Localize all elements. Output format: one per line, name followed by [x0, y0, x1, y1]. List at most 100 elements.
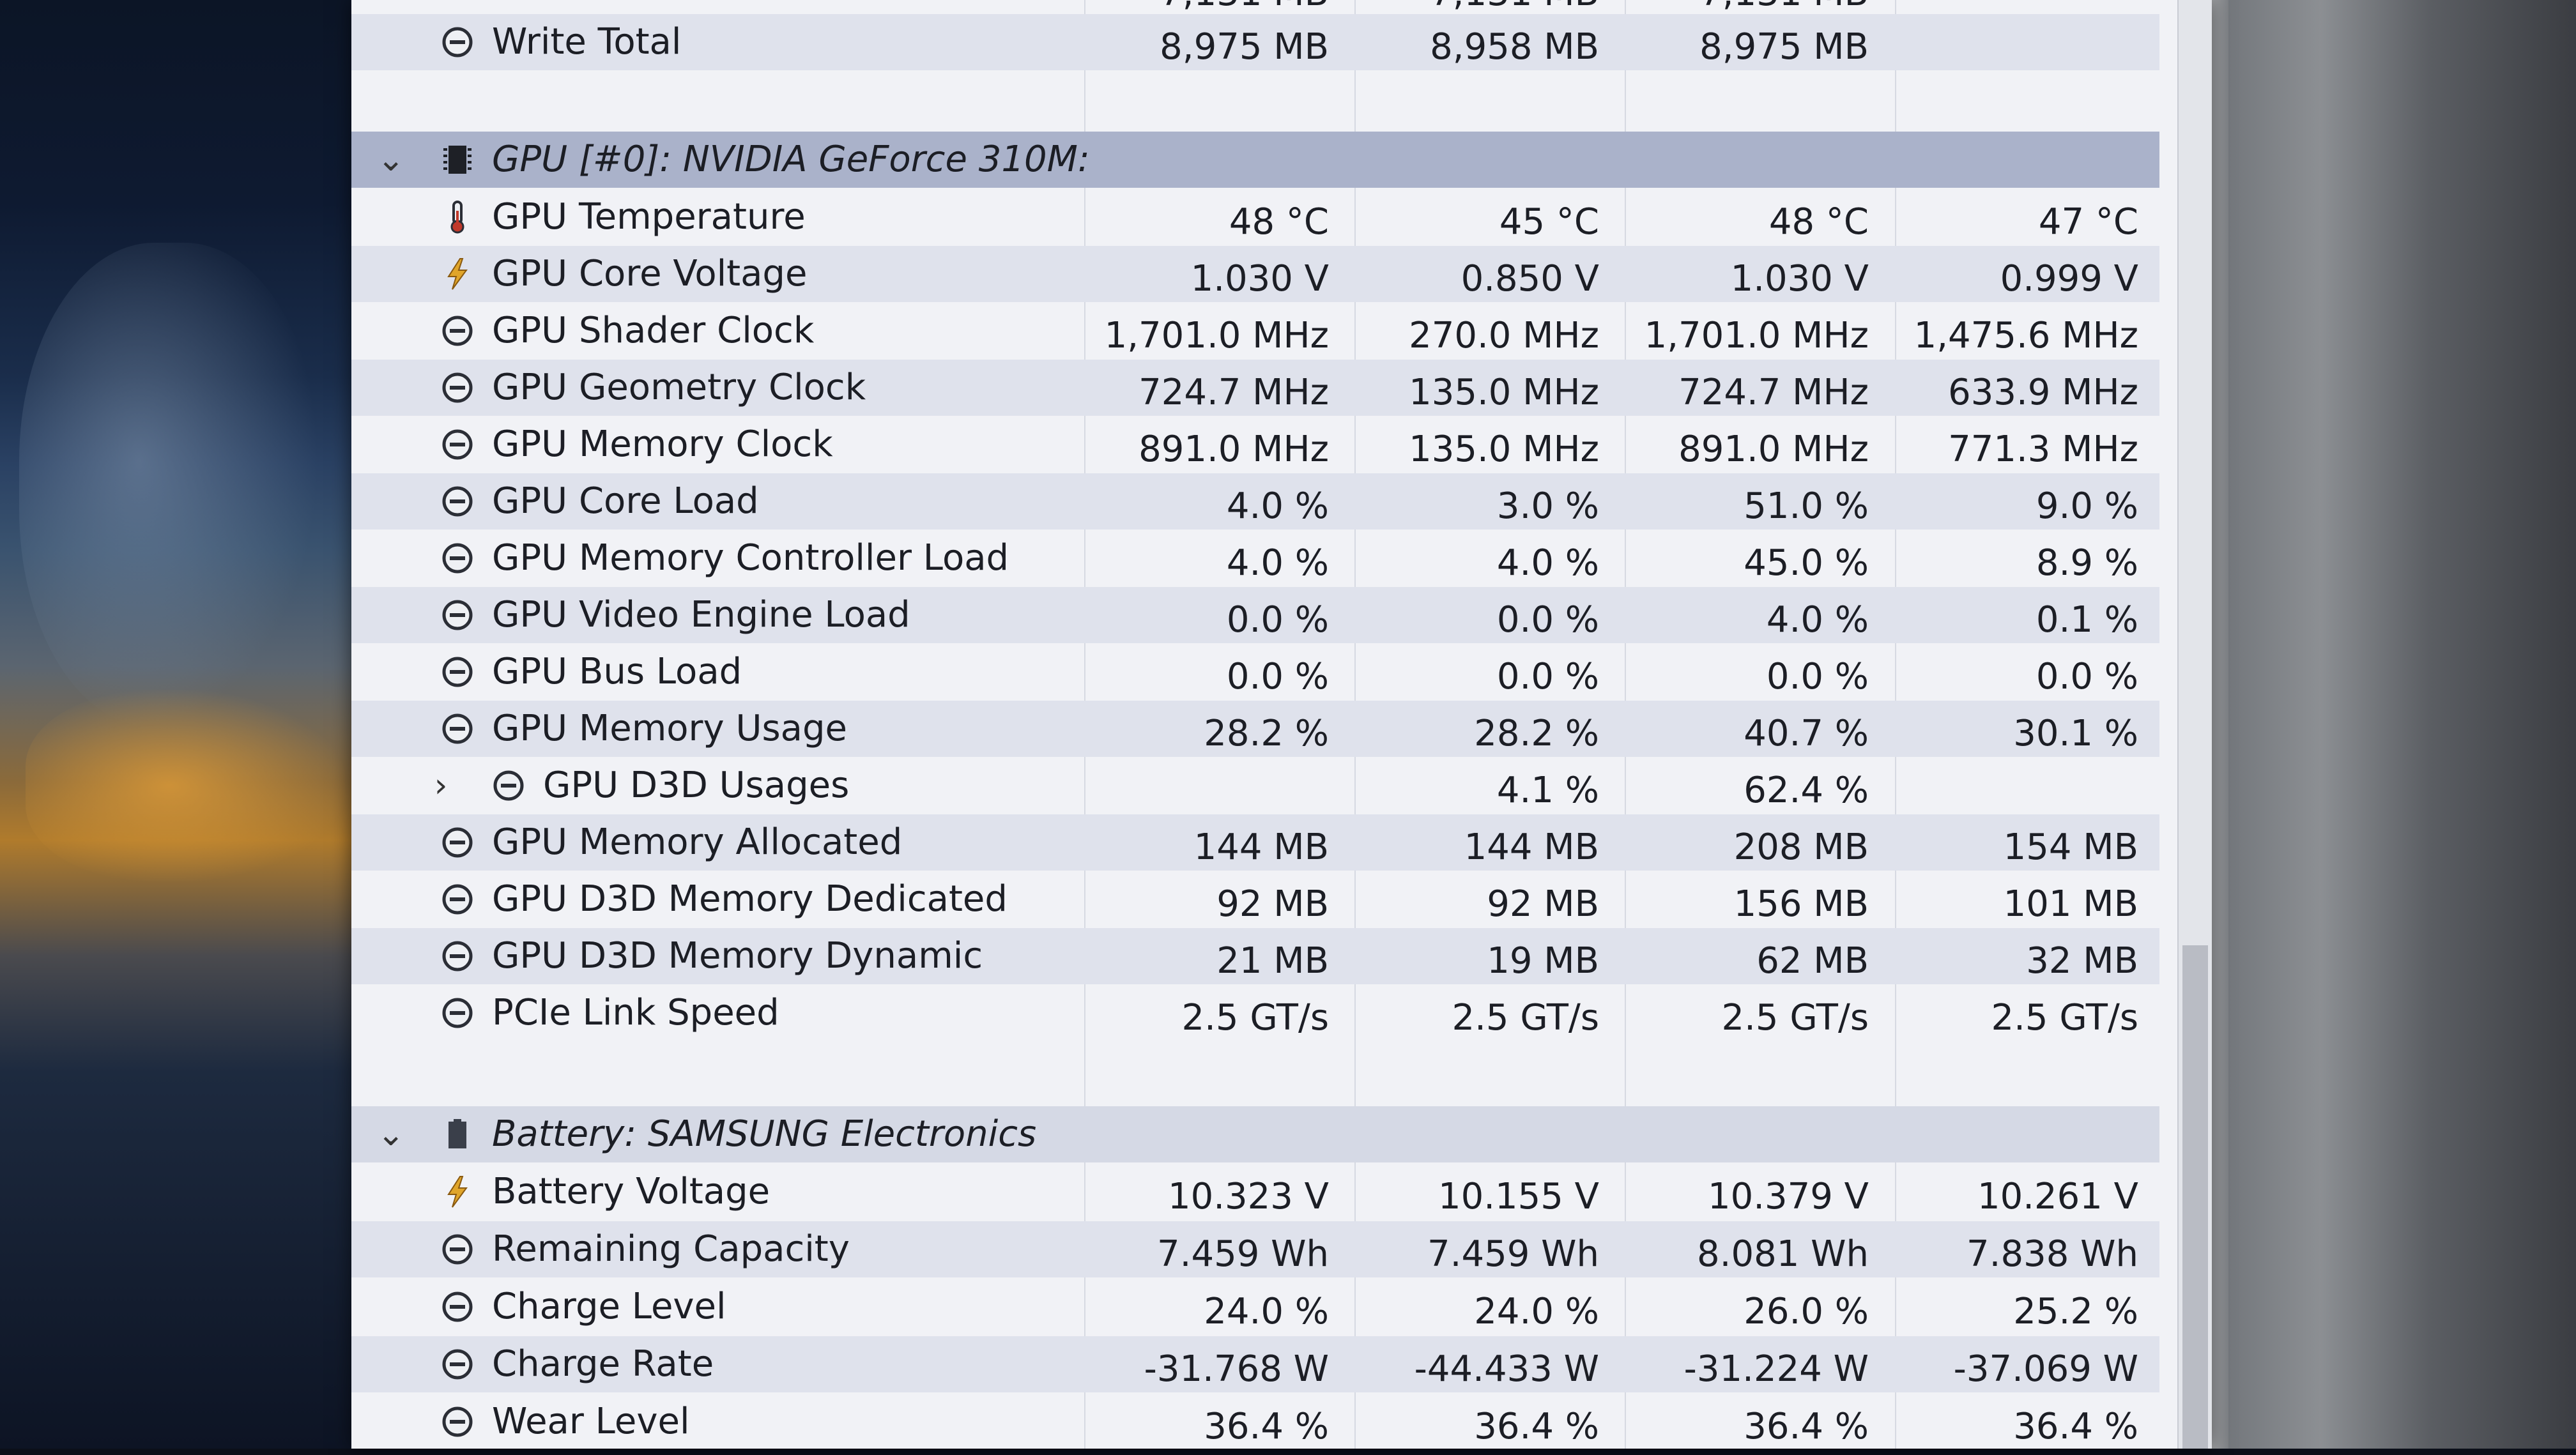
- gauge-icon: [492, 769, 525, 802]
- gauge-icon: [441, 712, 474, 745]
- collapse-chevron-icon[interactable]: ⌄: [377, 1115, 405, 1154]
- sensor-value-col3: 36.4 %: [1744, 1406, 1869, 1447]
- sensor-value-col1: 1,701.0 MHz: [1104, 315, 1329, 356]
- sensor-row[interactable]: GPU Geometry Clock 724.7 MHz 135.0 MHz 724.…: [351, 360, 2159, 416]
- sensor-value-col4: -37.069 W: [1953, 1348, 2138, 1390]
- sensor-value-col2: 3.0 %: [1496, 485, 1599, 527]
- sensor-row[interactable]: GPU Memory Allocated 144 MB 144 MB 208 MB 15…: [351, 814, 2159, 871]
- sensor-value-col3: 4.0 %: [1766, 599, 1869, 641]
- sensor-row[interactable]: GPU Bus Load 0.0 % 0.0 % 0.0 % 0.0 %: [351, 644, 2159, 700]
- sensor-row[interactable]: Wear Level 36.4 % 36.4 % 36.4 % 36.4 %: [351, 1394, 2159, 1450]
- lightning-icon: [441, 257, 474, 291]
- bezel-edge: [2211, 0, 2228, 1449]
- sensor-value-col3: 26.0 %: [1744, 1291, 1869, 1332]
- sensor-label: GPU Memory Allocated: [492, 821, 903, 863]
- battery-icon: [441, 1118, 474, 1151]
- sensor-value-col3: 48 °C: [1768, 201, 1869, 243]
- gauge-icon: [441, 1405, 474, 1438]
- sensor-value-col1: 28.2 %: [1204, 713, 1329, 754]
- background-blur-orange: [26, 690, 345, 881]
- sensor-row[interactable]: GPU Memory Clock 891.0 MHz 135.0 MHz 891.0 …: [351, 416, 2159, 473]
- sensor-value-col3: 0.0 %: [1766, 656, 1869, 697]
- sensor-value-col2: 10.155 V: [1438, 1176, 1599, 1217]
- sensor-value-col1: 92 MB: [1216, 883, 1329, 925]
- sensor-value-col2: 36.4 %: [1474, 1406, 1599, 1447]
- sensor-label: GPU D3D Usages: [543, 765, 850, 806]
- sensor-value-col4: 47 °C: [2038, 201, 2138, 243]
- sensor-row[interactable]: Charge Level 24.0 % 24.0 % 26.0 % 25.2 %: [351, 1279, 2159, 1335]
- sensor-value-col1: 36.4 %: [1204, 1406, 1329, 1447]
- sensor-row[interactable]: › GPU D3D Usages 4.1 % 62.4 %: [351, 758, 2159, 814]
- gauge-icon: [441, 826, 474, 859]
- sensor-value-col1: 1.030 V: [1190, 258, 1329, 300]
- sensor-value-col4: 771.3 MHz: [1948, 429, 2138, 470]
- sensor-value-col3: 891.0 MHz: [1678, 429, 1869, 470]
- sensor-label: GPU Temperature: [492, 196, 806, 238]
- gauge-icon: [441, 598, 474, 632]
- sensor-value-col2: 7,131 MB: [1344, 0, 1599, 22]
- collapse-chevron-icon[interactable]: ⌄: [377, 141, 405, 179]
- sensor-value-col3: 2.5 GT/s: [1721, 997, 1869, 1039]
- sensor-label: GPU Memory Controller Load: [492, 537, 1009, 579]
- sensor-value-col4: 2.5 GT/s: [1991, 997, 2138, 1039]
- sensor-label: GPU Memory Clock: [492, 423, 833, 465]
- sensor-row[interactable]: GPU Temperature 48 °C 45 °C 48 °C 47 °C: [351, 189, 2159, 245]
- sensor-value-col2: 135.0 MHz: [1409, 372, 1599, 413]
- gpu-section-header[interactable]: ⌄ GPU [#0]: NVIDIA GeForce 310M:: [351, 132, 2159, 188]
- sensor-row[interactable]: GPU Shader Clock 1,701.0 MHz 270.0 MHz 1,70…: [351, 303, 2159, 359]
- sensor-value-col1: 24.0 %: [1204, 1291, 1329, 1332]
- sensor-value-col4: 32 MB: [2026, 940, 2138, 982]
- sensor-value-col3: 51.0 %: [1744, 485, 1869, 527]
- sensor-value-col3: 1.030 V: [1730, 258, 1869, 300]
- gauge-icon: [441, 996, 474, 1030]
- sensor-row[interactable]: GPU Core Load 4.0 % 3.0 % 51.0 % 9.0 %: [351, 473, 2159, 529]
- sensor-value-col2: -44.433 W: [1414, 1348, 1599, 1390]
- sensor-value-col3: 8,975 MB: [1699, 26, 1869, 68]
- sensor-label: Wear Level: [492, 1401, 690, 1442]
- gauge-icon: [441, 26, 474, 59]
- sensor-label: GPU Core Load: [492, 480, 759, 522]
- sensor-row[interactable]: GPU Video Engine Load 0.0 % 0.0 % 4.0 % 0.1 …: [351, 587, 2159, 643]
- sensor-label: PCIe Link Speed: [492, 992, 779, 1033]
- sensor-value-col2: 19 MB: [1487, 940, 1599, 982]
- sensor-value-col3: 156 MB: [1733, 883, 1869, 925]
- sensor-value-col2: 270.0 MHz: [1409, 315, 1599, 356]
- gauge-icon: [441, 1348, 474, 1381]
- gauge-icon: [441, 883, 474, 916]
- write-total-row[interactable]: Write Total 8,975 MB 8,958 MB 8,975 MB: [351, 14, 2159, 70]
- sensor-row[interactable]: Charge Rate -31.768 W -44.433 W -31.224 W -3…: [351, 1336, 2159, 1392]
- expand-chevron-icon[interactable]: ›: [434, 766, 448, 805]
- gauge-icon: [441, 371, 474, 404]
- thermometer-icon: [441, 201, 474, 234]
- sensor-label: GPU Core Voltage: [492, 253, 808, 294]
- background-blur-blue: [19, 243, 319, 728]
- sensor-label: Charge Rate: [492, 1343, 714, 1385]
- sensor-value-col3: 724.7 MHz: [1678, 372, 1869, 413]
- sensor-value-col4: 633.9 MHz: [1948, 372, 2138, 413]
- gauge-icon: [441, 314, 474, 347]
- sensor-row[interactable]: GPU Memory Usage 28.2 % 28.2 % 40.7 % 30.1 %: [351, 701, 2159, 757]
- sensor-value-col1: 724.7 MHz: [1138, 372, 1329, 413]
- sensor-value-col1: 7.459 Wh: [1157, 1233, 1329, 1275]
- sensor-row[interactable]: Remaining Capacity 7.459 Wh 7.459 Wh 8.081 …: [351, 1221, 2159, 1277]
- sensor-row[interactable]: GPU D3D Memory Dynamic 21 MB 19 MB 62 MB 32 …: [351, 928, 2159, 984]
- sensor-row[interactable]: PCIe Link Speed 2.5 GT/s 2.5 GT/s 2.5 GT/s 2…: [351, 985, 2159, 1041]
- scrollbar-thumb[interactable]: [2182, 945, 2208, 1449]
- sensor-value-col3: -31.224 W: [1683, 1348, 1869, 1390]
- lightning-icon: [441, 1175, 474, 1208]
- sensor-value-col2: 45 °C: [1499, 201, 1599, 243]
- sensor-row[interactable]: Battery Voltage 10.323 V 10.155 V 10.379 V 1…: [351, 1164, 2159, 1220]
- sensor-value-col2: 0.0 %: [1496, 656, 1599, 697]
- sensor-value-col3: 208 MB: [1733, 827, 1869, 868]
- sensor-value-col1: 7,131 MB: [1073, 0, 1329, 22]
- sensor-value-col2: 0.0 %: [1496, 599, 1599, 641]
- battery-section-header[interactable]: ⌄ Battery: SAMSUNG Electronics: [351, 1106, 2159, 1162]
- sensor-row[interactable]: GPU Memory Controller Load 4.0 % 4.0 % 45.0…: [351, 530, 2159, 586]
- sensor-value-col3: 62 MB: [1756, 940, 1869, 982]
- sensor-value-col4: 9.0 %: [2035, 485, 2138, 527]
- sensor-row[interactable]: GPU D3D Memory Dedicated 92 MB 92 MB 156 MB…: [351, 871, 2159, 927]
- vertical-scrollbar[interactable]: [2177, 0, 2212, 1449]
- sensor-value-col4: 25.2 %: [2013, 1291, 2138, 1332]
- sensor-row[interactable]: GPU Core Voltage 1.030 V 0.850 V 1.030 V 0.9…: [351, 246, 2159, 302]
- sensor-value-col4: 101 MB: [2003, 883, 2138, 925]
